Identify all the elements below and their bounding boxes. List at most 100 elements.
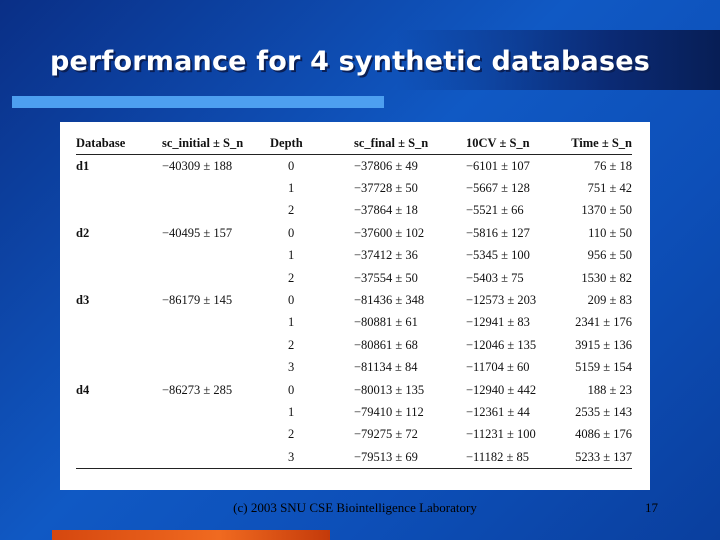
cell-time: 1530 ± 82 (581, 270, 632, 285)
cell-depth: 2 (288, 427, 295, 442)
title-band (0, 30, 720, 90)
cell-database (76, 245, 162, 267)
cell-sc-initial (162, 424, 270, 446)
cell-time: 5159 ± 154 (575, 360, 632, 375)
table-row: 3 −81134 ± 84 −11704 ± 60 5159 ± 154 (76, 357, 632, 379)
cell-sc-final: −80861 ± 68 (354, 337, 418, 352)
cell-sc-final: −37806 ± 49 (354, 158, 418, 173)
cell-database: d2 (76, 225, 90, 240)
cell-depth: 1 (288, 404, 295, 419)
title-underline-bar (12, 96, 384, 108)
cell-10cv: −5403 ± 75 (466, 270, 524, 285)
cell-database (76, 267, 162, 289)
cell-time: 4086 ± 176 (575, 427, 632, 442)
cell-sc-final: −37728 ± 50 (354, 181, 418, 196)
cell-sc-initial: −40309 ± 188 (162, 158, 233, 173)
cell-10cv: −11182 ± 85 (466, 446, 570, 470)
cell-sc-final: −37600 ± 102 (354, 225, 425, 240)
cell-time: 76 ± 18 (593, 158, 632, 173)
cell-10cv: −5816 ± 127 (466, 225, 530, 240)
cell-database (76, 401, 162, 423)
cell-depth: 2 (288, 270, 295, 285)
cell-time: 956 ± 50 (587, 248, 632, 263)
results-table-panel: Database sc_initial ± S_n Depth sc_final… (60, 122, 650, 490)
cell-sc-final: −79275 ± 72 (354, 427, 418, 442)
cell-sc-final: −37412 ± 36 (354, 248, 418, 263)
cell-sc-final: −81134 ± 84 (354, 360, 418, 375)
cell-depth: 1 (288, 181, 295, 196)
cell-sc-final: −79513 ± 69 (354, 446, 466, 470)
cell-sc-initial (162, 446, 270, 470)
table-row: 1 −80881 ± 61 −12941 ± 83 2341 ± 176 (76, 312, 632, 334)
cell-database (76, 200, 162, 222)
table-row: 2 −37554 ± 50 −5403 ± 75 1530 ± 82 (76, 267, 632, 289)
cell-depth: 3 (288, 360, 295, 375)
cell-database (76, 424, 162, 446)
results-table: Database sc_initial ± S_n Depth sc_final… (76, 132, 632, 470)
cell-depth: 0 (288, 225, 295, 240)
header-10cv: 10CV ± S_n (466, 132, 570, 155)
table-row: 1 −37728 ± 50 −5667 ± 128 751 ± 42 (76, 177, 632, 199)
cell-time: 2341 ± 176 (575, 315, 632, 330)
cell-time: 1370 ± 50 (581, 203, 632, 218)
bottom-accent-bar (52, 530, 330, 540)
slide-title: performance for 4 synthetic databases (50, 46, 651, 77)
cell-10cv: −12361 ± 44 (466, 404, 530, 419)
cell-sc-final: −37864 ± 18 (354, 203, 418, 218)
page-number: 17 (645, 500, 658, 515)
cell-sc-final: −80881 ± 61 (354, 315, 418, 330)
cell-sc-initial (162, 334, 270, 356)
cell-10cv: −12573 ± 203 (466, 293, 537, 308)
header-sc-initial: sc_initial ± S_n (162, 132, 270, 155)
cell-database (76, 357, 162, 379)
table-row: 3 −79513 ± 69 −11182 ± 85 5233 ± 137 (76, 446, 632, 470)
cell-database: d3 (76, 293, 90, 308)
cell-10cv: −12941 ± 83 (466, 315, 530, 330)
cell-database (76, 177, 162, 199)
cell-database (76, 446, 162, 470)
table-row: 2 −80861 ± 68 −12046 ± 135 3915 ± 136 (76, 334, 632, 356)
table-row: d2 −40495 ± 157 0 −37600 ± 102 −5816 ± 127 11… (76, 222, 632, 244)
table-row: 1 −37412 ± 36 −5345 ± 100 956 ± 50 (76, 245, 632, 267)
cell-10cv: −5667 ± 128 (466, 181, 530, 196)
cell-depth: 0 (288, 293, 295, 308)
cell-depth: 2 (288, 337, 295, 352)
cell-time: 110 ± 50 (588, 225, 632, 240)
cell-10cv: −5521 ± 66 (466, 203, 524, 218)
table-row: d4 −86273 ± 285 0 −80013 ± 135 −12940 ± 442 1… (76, 379, 632, 401)
cell-time: 209 ± 83 (587, 293, 632, 308)
table-row: 2 −79275 ± 72 −11231 ± 100 4086 ± 176 (76, 424, 632, 446)
cell-time: 5233 ± 137 (570, 446, 632, 470)
header-sc-final: sc_final ± S_n (354, 132, 466, 155)
table-header-row: Database sc_initial ± S_n Depth sc_final… (76, 132, 632, 155)
header-database: Database (76, 132, 162, 155)
cell-10cv: −11704 ± 60 (466, 360, 530, 375)
cell-time: 751 ± 42 (587, 181, 632, 196)
cell-database: d1 (76, 158, 90, 173)
cell-depth: 0 (288, 158, 295, 173)
cell-depth: 1 (288, 248, 295, 263)
cell-10cv: −12046 ± 135 (466, 337, 537, 352)
cell-time: 188 ± 23 (587, 382, 632, 397)
table-row: d3 −86179 ± 145 0 −81436 ± 348 −12573 ± 203 2… (76, 289, 632, 311)
cell-time: 2535 ± 143 (575, 404, 632, 419)
cell-sc-initial (162, 177, 270, 199)
cell-time: 3915 ± 136 (575, 337, 632, 352)
footer-credit: (c) 2003 SNU CSE Biointelligence Laborat… (233, 500, 477, 515)
cell-sc-initial (162, 200, 270, 222)
cell-sc-initial: −86179 ± 145 (162, 293, 233, 308)
cell-10cv: −11231 ± 100 (466, 427, 536, 442)
cell-sc-final: −79410 ± 112 (354, 404, 424, 419)
cell-sc-initial: −40495 ± 157 (162, 225, 233, 240)
table-row: 1 −79410 ± 112 −12361 ± 44 2535 ± 143 (76, 401, 632, 423)
cell-sc-initial (162, 312, 270, 334)
cell-depth: 1 (288, 315, 295, 330)
cell-10cv: −6101 ± 107 (466, 158, 530, 173)
cell-sc-initial (162, 267, 270, 289)
cell-depth: 0 (288, 382, 295, 397)
cell-sc-initial (162, 245, 270, 267)
cell-sc-final: −37554 ± 50 (354, 270, 418, 285)
header-depth: Depth (270, 132, 354, 155)
cell-sc-initial: −86273 ± 285 (162, 382, 233, 397)
table-row: 2 −37864 ± 18 −5521 ± 66 1370 ± 50 (76, 200, 632, 222)
